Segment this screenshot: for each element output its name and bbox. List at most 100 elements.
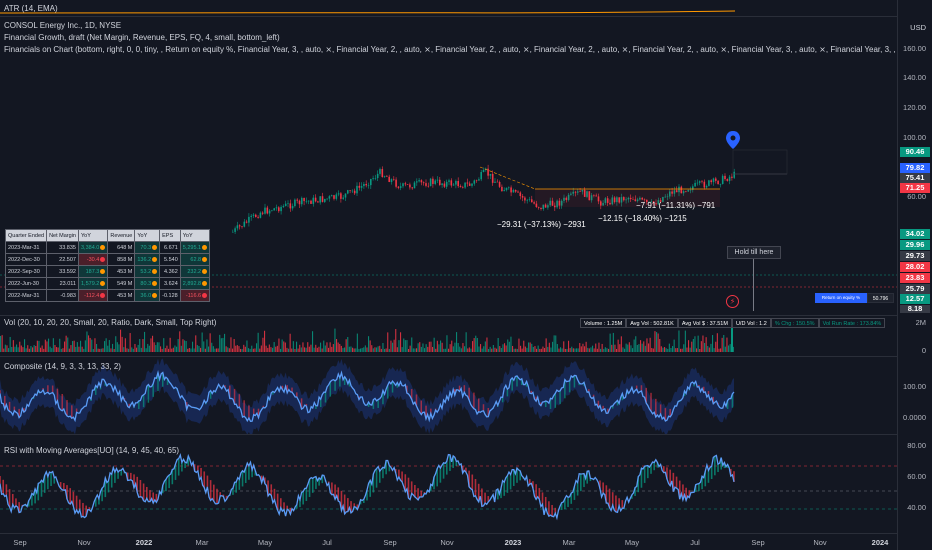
- status-dot-icon: [202, 280, 208, 286]
- table-cell-revy: 136.2: [134, 253, 161, 266]
- currency-label[interactable]: USD: [910, 23, 926, 32]
- col-quarter: Quarter Ended: [4, 229, 48, 242]
- table-cell-q: 2022-Dec-30: [4, 253, 48, 266]
- status-dot-icon: [100, 280, 106, 286]
- table-cell-epsy: 62.8: [179, 253, 211, 266]
- status-dot-icon: [100, 292, 106, 298]
- price-badge: 79.82: [900, 163, 930, 173]
- roe-label: Return on equity %: [815, 293, 867, 303]
- table-cell-nmy: 3,384.0: [77, 241, 109, 254]
- status-dot-icon: [202, 268, 208, 274]
- stat-run-rate: Vol Run Rate : 173.84%: [818, 318, 886, 328]
- table-cell-rev: 453 M: [107, 265, 136, 278]
- volume-pane[interactable]: Vol (20, 10, 20, 20, Small, 20, Ratio, D…: [0, 316, 897, 356]
- atr-pane[interactable]: ATR (14, EMA): [0, 0, 897, 16]
- price-badge: 29.96: [900, 240, 930, 250]
- price-badge: 8.18: [900, 305, 930, 313]
- table-cell-epsy: 232.2: [179, 265, 211, 278]
- volume-tick: 2M: [915, 318, 926, 327]
- price-badge: 90.46: [900, 147, 930, 157]
- hold-callout[interactable]: Hold till here: [727, 246, 781, 259]
- table-cell-rev: 648 M: [107, 241, 136, 254]
- table-cell-nm: -0.983: [46, 289, 79, 302]
- table-cell-nmy: 1,579.2: [77, 277, 109, 290]
- time-tick: 2022: [135, 538, 153, 547]
- price-badge: 25.79: [900, 284, 930, 294]
- rsi-tick: 80.00: [907, 441, 926, 450]
- price-badge: 29.73: [900, 251, 930, 261]
- location-pin-icon[interactable]: [725, 130, 741, 155]
- table-row: 2022-Sep-30 33.592 187.3 453 M 53.2 4.362 232.…: [4, 265, 211, 278]
- table-cell-q: 2023-Mar-31: [4, 241, 48, 254]
- main-price-pane[interactable]: CONSOL Energy Inc., 1D, NYSE Financial G…: [0, 17, 897, 315]
- stat-volume: Volume : 1.25M: [580, 318, 627, 328]
- price-chart: [0, 149, 897, 288]
- indicator-financial-growth[interactable]: Financial Growth, draft (Net Margin, Rev…: [4, 33, 280, 42]
- status-dot-icon: [152, 292, 158, 298]
- price-tick: 140.00: [903, 73, 926, 82]
- composite-pane[interactable]: Composite (14, 9, 3, 3, 13, 33, 2): [0, 357, 897, 434]
- price-tick: 160.00: [903, 44, 926, 53]
- rsi-label[interactable]: RSI with Moving Averages[UO] (14, 9, 45,…: [4, 446, 180, 455]
- lightning-icon[interactable]: ⚡: [726, 295, 739, 308]
- atr-label: ATR (14, EMA): [4, 4, 58, 13]
- table-row: 2022-Dec-30 22.507 -30.4 858 M 136.2 5.540 62.…: [4, 253, 211, 266]
- stat-ud-vol: U/D Vol : 1.2: [731, 318, 771, 328]
- stat-avg-vol: Avg Vol : 502.81K: [626, 318, 678, 328]
- atr-line: [0, 10, 736, 14]
- composite-tick: 100.00: [903, 382, 926, 391]
- status-dot-icon: [202, 256, 208, 262]
- time-tick: May: [624, 538, 640, 547]
- price-badge: 23.83: [900, 273, 930, 283]
- table-cell-rev: 858 M: [107, 253, 136, 266]
- stat-pct-chg: % Chg : 150.5%: [770, 318, 819, 328]
- table-cell-revy: 80.3: [134, 277, 161, 290]
- measure-annotation-1: −29.31 (−37.13%) −2931: [497, 220, 586, 229]
- table-cell-nmy: -112.4: [77, 289, 109, 302]
- time-tick: Mar: [562, 538, 576, 547]
- table-cell-eps: 5.540: [159, 253, 181, 266]
- composite-label[interactable]: Composite (14, 9, 3, 3, 13, 33, 2): [4, 362, 121, 371]
- indicator-financials-on-chart[interactable]: Financials on Chart (bottom, right, 0, 0…: [4, 45, 897, 54]
- col-revenue: Revenue: [107, 229, 136, 242]
- time-tick: 2023: [504, 538, 522, 547]
- time-tick: Nov: [77, 538, 91, 547]
- table-cell-eps: -0.128: [159, 289, 181, 302]
- table-cell-rev: 549 M: [107, 277, 136, 290]
- price-badge: 34.02: [900, 229, 930, 239]
- table-cell-q: 2022-Jun-30: [4, 277, 48, 290]
- table-cell-nm: 23.011: [46, 277, 79, 290]
- table-cell-q: 2022-Mar-31: [4, 289, 48, 302]
- price-badge: 71.25: [900, 183, 930, 193]
- table-cell-epsy: -116.6: [179, 289, 211, 302]
- price-tick: 120.00: [903, 103, 926, 112]
- time-tick: Nov: [440, 538, 454, 547]
- volume-bars: [0, 326, 734, 352]
- time-tick: Sep: [13, 538, 27, 547]
- col-rev-yoy: YoY: [134, 229, 161, 242]
- table-cell-revy: 70.3: [134, 241, 161, 254]
- col-nm-yoy: YoY: [77, 229, 109, 242]
- table-cell-revy: 53.2: [134, 265, 161, 278]
- rsi-tick: 40.00: [907, 503, 926, 512]
- rsi-tick: 60.00: [907, 472, 926, 481]
- measure-annotation-3: −7.91 (−11.31%) −791: [636, 201, 716, 210]
- price-badge: 75.41: [900, 173, 930, 183]
- measure-annotation-2: −12.15 (−18.40%) −1215: [598, 214, 687, 223]
- status-dot-icon: [100, 268, 106, 274]
- financial-growth-table: Quarter Ended Net Margin YoY Revenue YoY…: [4, 229, 211, 302]
- time-tick: Sep: [383, 538, 397, 547]
- col-eps: EPS: [159, 229, 181, 242]
- price-tick: 60.00: [907, 192, 926, 201]
- price-axis[interactable]: USD 160.00 140.00 120.00 100.00 60.00 90…: [897, 0, 932, 550]
- table-cell-revy: 36.0: [134, 289, 161, 302]
- col-eps-yoy: YoY: [179, 229, 211, 242]
- time-tick: 2024: [871, 538, 889, 547]
- price-badge: 28.02: [900, 262, 930, 272]
- rsi-pane[interactable]: RSI with Moving Averages[UO] (14, 9, 45,…: [0, 435, 897, 533]
- time-tick: Mar: [195, 538, 209, 547]
- volume-label[interactable]: Vol (20, 10, 20, 20, Small, 20, Ratio, D…: [4, 318, 217, 327]
- table-cell-nm: 33.592: [46, 265, 79, 278]
- composite-tick: 0.0000: [903, 413, 926, 422]
- table-cell-nm: 33.835: [46, 241, 79, 254]
